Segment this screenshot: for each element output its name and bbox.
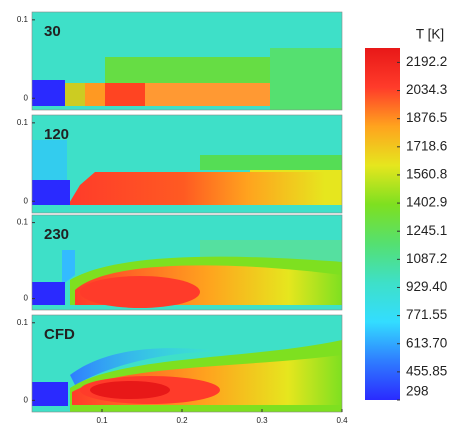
colorbar-tick-label: 1245.1 [406,223,447,238]
panel-label: 120 [44,126,69,143]
field-panel [32,115,342,213]
y-tick-label: 0 [24,93,29,102]
x-tick-label: 0.4 [336,416,348,425]
colorbar-tick-label: 455.85 [406,363,447,378]
y-tick-label: 0 [24,196,29,205]
x-tick-label: 0.2 [176,416,188,425]
panel-frame [31,314,343,413]
colorbar-title: T [K] [416,27,444,42]
colorbar-tick-label: 613.70 [406,335,447,350]
panel-frame [31,11,343,111]
colorbar [365,48,400,400]
y-tick-label: 0 [24,395,29,404]
y-tick-label: 0.1 [17,118,29,127]
colorbar-tick-label: 771.55 [406,307,447,322]
colorbar-tick-label: 1087.2 [406,251,447,266]
panel-label: 30 [44,23,61,40]
colorbar-tick-label: 2034.3 [406,82,447,97]
panel-label: CFD [44,326,75,343]
y-tick-label: 0 [24,294,29,303]
y-tick-label: 0.1 [17,318,29,327]
x-tick-label: 0.1 [96,416,108,425]
y-tick-label: 0.1 [17,15,29,24]
colorbar-tick-label: 2192.2 [406,54,447,69]
field-panel [32,315,342,412]
colorbar-tick-label: 1560.8 [406,166,447,181]
panel-frame [31,114,343,214]
colorbar-tick-label: 298 [406,384,429,399]
colorbar-tick-label: 929.40 [406,279,447,294]
colorbar-tick-label: 1718.6 [406,138,447,153]
colorbar-tick-label: 1402.9 [406,195,447,210]
field-panel [32,215,342,310]
field-panel [32,12,342,110]
y-tick-label: 0.1 [17,218,29,227]
panel-label: 230 [44,226,69,243]
colorbar-tick-label: 1876.5 [406,110,447,125]
x-tick-label: 0.3 [256,416,268,425]
panel-frame [31,214,343,311]
